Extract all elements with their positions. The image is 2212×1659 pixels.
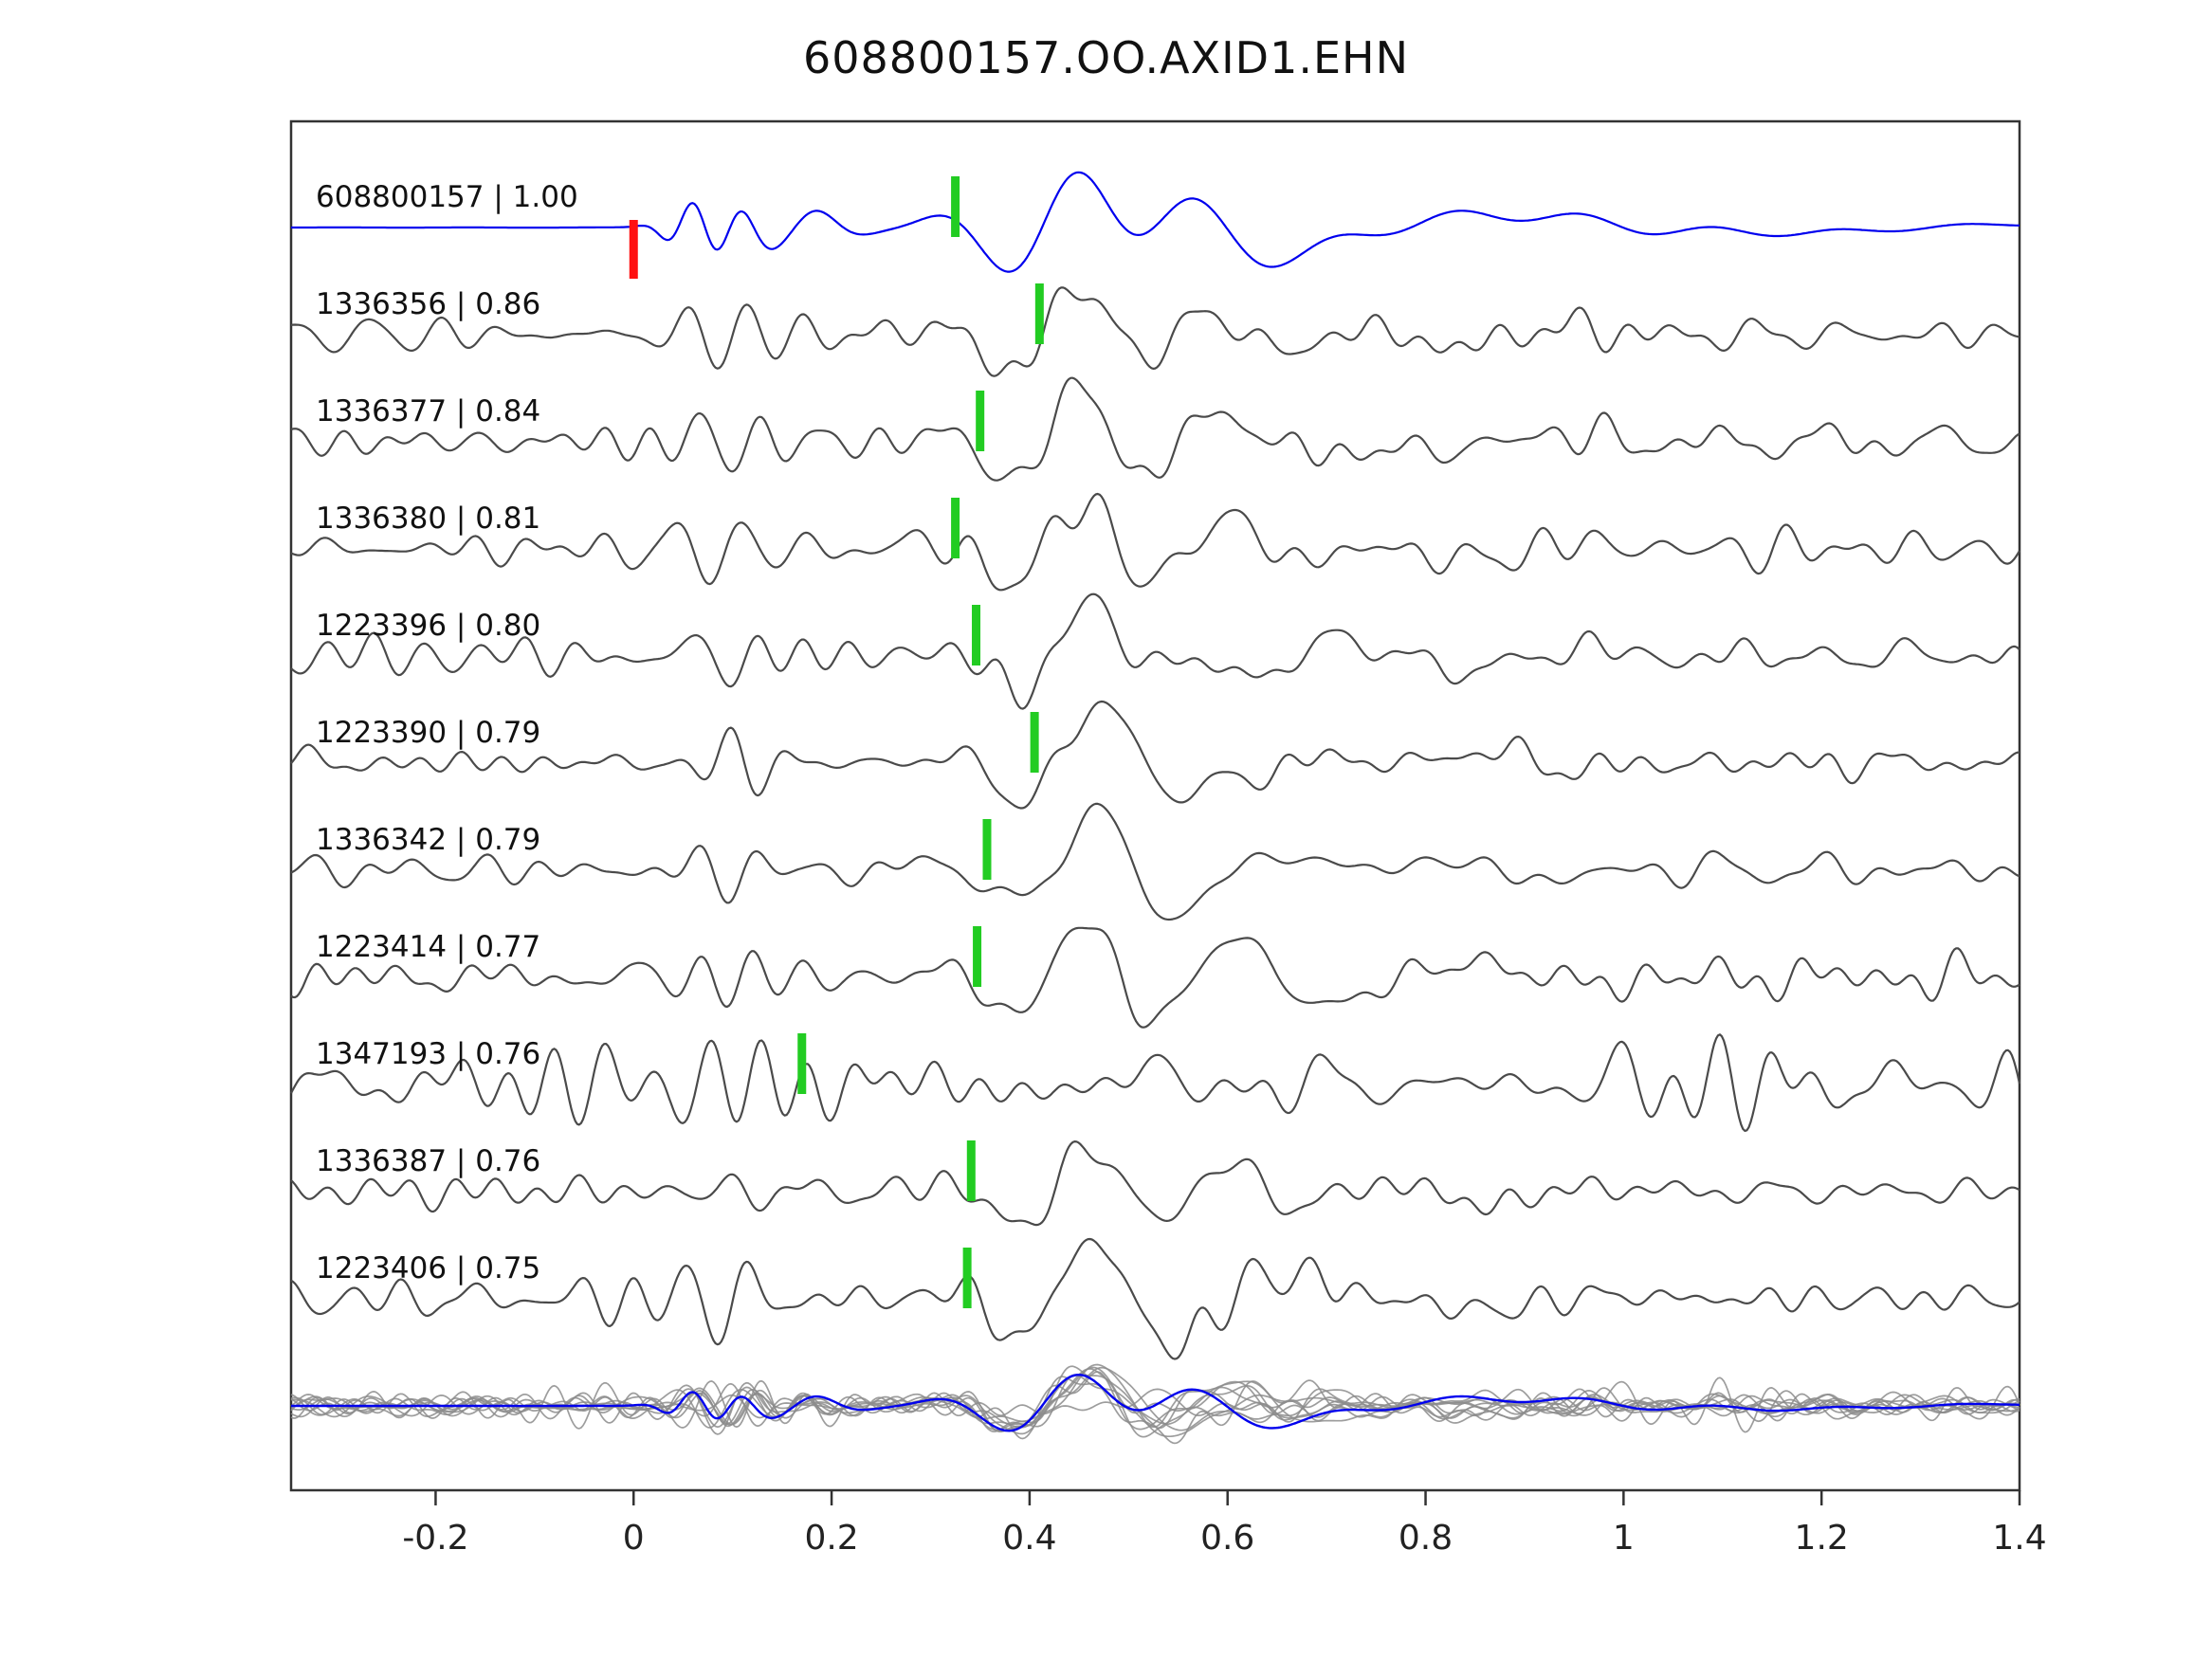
stack-trace [291, 1373, 2020, 1432]
trace-label: 1223406 | 0.75 [316, 1251, 540, 1285]
waveform-trace [290, 802, 2020, 921]
trace-label: 1223414 | 0.77 [316, 930, 540, 964]
waveform-trace [290, 492, 2020, 592]
trace-label: 1336380 | 0.81 [316, 501, 540, 536]
waveform-trace [290, 1237, 2020, 1360]
waveform-trace [290, 376, 2020, 482]
trace-label: 1347193 | 0.76 [316, 1037, 540, 1071]
waveform-trace [290, 700, 2020, 810]
x-tick-label: 0.2 [804, 1519, 858, 1558]
x-tick-label: 1.2 [1795, 1519, 1849, 1558]
waveform-trace [290, 1140, 2020, 1227]
waveform-trace [290, 926, 2020, 1029]
template-trace [291, 171, 2020, 273]
x-tick-label: 1.4 [1992, 1519, 2046, 1558]
overlay-trace [290, 1376, 2020, 1433]
trace-label: 1336356 | 0.86 [316, 287, 540, 321]
waveform-trace [290, 1033, 2021, 1132]
x-tick-label: 0 [623, 1519, 645, 1558]
trace-label: 1336387 | 0.76 [316, 1144, 540, 1178]
trace-label: 1336377 | 0.84 [316, 394, 540, 428]
x-tick-label: 1 [1613, 1519, 1635, 1558]
x-tick-label: 0.8 [1398, 1519, 1453, 1558]
overlay-trace [290, 1374, 2020, 1428]
trace-label: 608800157 | 1.00 [316, 180, 578, 214]
trace-label: 1223396 | 0.80 [316, 609, 540, 643]
waveform-trace [290, 286, 2020, 377]
trace-label: 1336342 | 0.79 [316, 823, 540, 857]
waveform-trace [290, 592, 2020, 710]
x-tick-label: -0.2 [402, 1519, 468, 1558]
figure-title: 608800157.OO.AXID1.EHN [802, 32, 1410, 83]
trace-label: 1223390 | 0.79 [316, 716, 540, 750]
x-tick-label: 0.6 [1200, 1519, 1254, 1558]
overlay-trace [290, 1374, 2020, 1438]
x-tick-label: 0.4 [1002, 1519, 1056, 1558]
plot-axes-box [289, 119, 2021, 1492]
